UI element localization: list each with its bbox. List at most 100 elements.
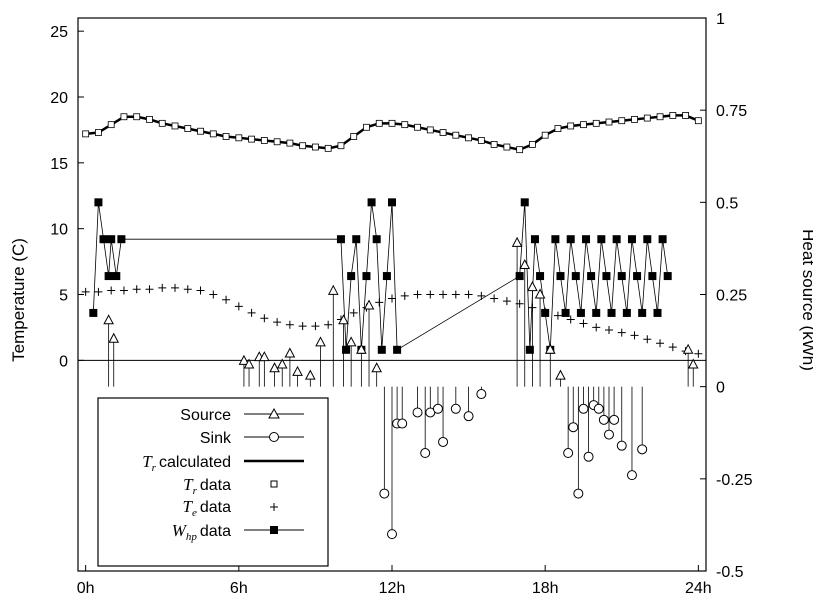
y-left-tick-label: 15	[50, 156, 68, 173]
tr-data-point	[184, 125, 192, 132]
source-point	[103, 314, 114, 325]
whp-data-point	[592, 308, 601, 317]
te-data-point	[298, 322, 307, 331]
te-data-point	[413, 290, 422, 299]
tr-data-point	[477, 137, 485, 144]
tr-data-point	[529, 140, 536, 148]
source-point	[276, 358, 288, 369]
whp-data-point	[393, 345, 402, 354]
te-data-point	[643, 335, 652, 344]
sink-point	[438, 436, 449, 447]
sink-point	[637, 444, 648, 455]
whp-data-point	[607, 308, 616, 317]
legend-label-te-data: Te data	[183, 497, 232, 519]
legend-marker-small-square-icon	[270, 480, 278, 488]
tr-data-point	[605, 118, 613, 126]
whp-data-point	[561, 308, 570, 317]
sink-point	[450, 403, 461, 414]
whp-data-point	[536, 272, 545, 281]
tr-data-point	[388, 119, 396, 127]
source-point	[682, 343, 694, 354]
source-point	[511, 236, 523, 247]
tr-data-point	[324, 144, 332, 152]
te-data-point	[656, 339, 665, 348]
legend-label-whp-data: Whp data	[172, 521, 231, 543]
te-data-point	[630, 331, 639, 340]
tr-data-point	[133, 113, 141, 121]
te-data-point	[132, 285, 141, 294]
source-point	[243, 358, 255, 369]
whp-data-point	[587, 272, 596, 281]
tr-data-point	[631, 115, 638, 123]
y-right-tick-label: 0	[716, 380, 725, 397]
whp-data-point	[571, 272, 580, 281]
whp-data-point	[638, 308, 647, 317]
whp-data-point	[576, 308, 585, 317]
tr-data-point	[465, 134, 472, 142]
tr-data-point	[286, 139, 294, 147]
te-data-point	[222, 295, 231, 304]
te-data-point	[579, 319, 588, 328]
whp-data-point	[372, 235, 381, 244]
whp-data-point	[627, 235, 636, 244]
tr-data-point	[439, 129, 447, 136]
whp-data-point	[347, 272, 356, 281]
sink-point	[603, 429, 614, 440]
y-left-tick-label: 5	[59, 288, 68, 305]
whp-data-point	[525, 345, 534, 354]
te-data-point	[400, 291, 409, 300]
y-right-tick-label: 0.5	[716, 195, 738, 212]
whp-data-point	[94, 198, 103, 207]
tr-data-point	[694, 117, 702, 125]
source-point	[371, 362, 383, 373]
y-right-tick-label: 0.25	[716, 288, 747, 305]
x-tick-label: 24h	[685, 580, 712, 597]
tr-data-point	[541, 131, 549, 139]
tr-data-point	[503, 143, 511, 151]
whp-data-point	[89, 308, 98, 317]
sink-point	[616, 440, 627, 451]
te-data-point	[234, 302, 243, 311]
tr-data-point	[197, 127, 204, 135]
source-point	[345, 336, 357, 347]
sink-point	[463, 411, 474, 422]
tr-data-point	[107, 121, 115, 129]
sink-point	[568, 422, 579, 433]
sink-point	[387, 529, 397, 540]
whp-data-point	[336, 235, 345, 244]
legend-label-tr-data: Tr data	[183, 475, 231, 497]
whp-data-point	[112, 272, 121, 281]
tr-data-point	[656, 113, 664, 121]
te-data-point	[171, 283, 180, 292]
whp-data-point	[382, 272, 391, 281]
tr-data-point	[120, 113, 128, 121]
whp-data-point	[388, 198, 396, 207]
te-data-point	[209, 290, 218, 299]
source-point	[519, 258, 531, 270]
tr-data-point	[146, 115, 153, 123]
whp-data-point	[556, 272, 565, 281]
tr-data-point	[401, 121, 409, 129]
te-data-point	[183, 285, 192, 294]
tr-data-point	[567, 122, 575, 130]
whp-data-point	[515, 272, 524, 281]
tr-data-point	[82, 130, 90, 138]
y-axis-left-label: Temperature (C)	[9, 238, 28, 362]
tr-data-point	[222, 133, 230, 140]
te-data-point	[119, 286, 128, 295]
sink-point	[593, 403, 604, 414]
tr-data-point	[554, 125, 562, 132]
source-point	[327, 284, 339, 295]
sink-point	[432, 403, 443, 414]
tr-data-point	[260, 137, 268, 144]
whp-data-point	[367, 198, 376, 207]
whp-data-point	[612, 235, 621, 244]
y-left-tick-label: 0	[59, 353, 68, 370]
tr-data-point	[299, 142, 307, 150]
te-data-point	[451, 290, 460, 299]
te-data-point	[247, 308, 256, 317]
x-tick-label: 18h	[532, 580, 559, 597]
whp-data-point	[362, 272, 371, 281]
whp-data-point	[648, 272, 657, 281]
te-data-point	[426, 290, 435, 299]
